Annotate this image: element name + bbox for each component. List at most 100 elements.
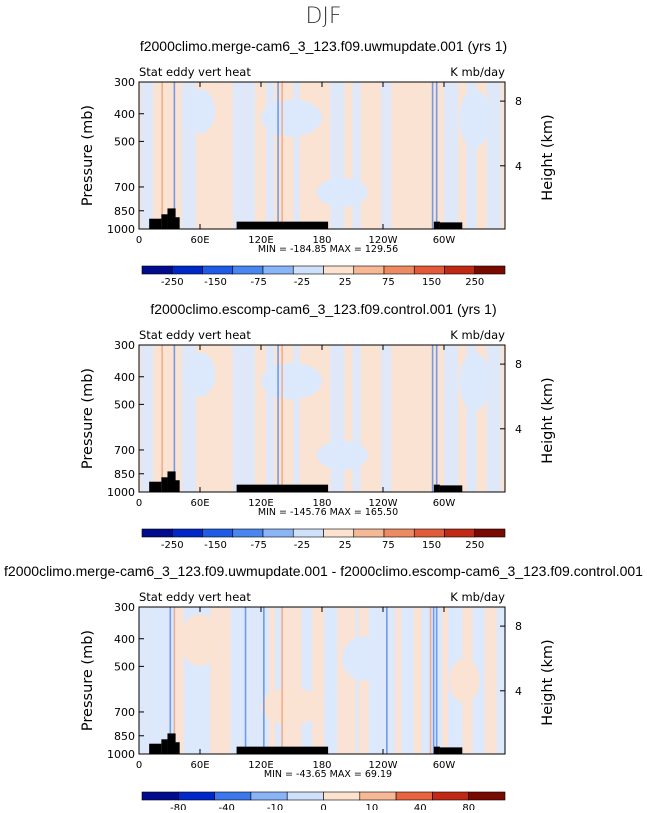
field-layer [139,82,505,229]
field-strong-feature [431,82,434,229]
x-tick-label: 60W [433,235,456,246]
colorbar-swatch [323,528,355,538]
colorbar-label: -150 [204,277,227,288]
colorbar-label: -250 [161,540,184,551]
field-strong-feature [263,607,265,754]
y-tick-label: 400 [114,108,135,121]
season-title: DJF [305,4,342,29]
min-max-stats: MIN = -43.65 MAX = 69.19 [264,769,392,780]
y2-tick-label: 8 [515,620,522,633]
topography-mask [439,747,463,754]
colorbar-label: -25 [294,540,310,551]
field-band [175,607,184,754]
colorbar-label: 80 [462,803,475,810]
y-tick-label: 300 [114,76,135,89]
field-strong-feature [435,607,438,754]
x-tick-label: 180 [312,235,331,246]
field-band [311,607,325,754]
field-strong-feature [161,82,163,229]
colorbar-label: -75 [251,277,267,288]
colorbar-swatch [444,528,476,538]
y-tick-label: 850 [114,730,135,743]
panel-3-plot: Stat eddy vert heat K mb/day 0 60E 120E 180 12… [80,590,556,810]
colorbar-label: 250 [465,277,484,288]
x-tick-label: 60E [190,760,209,771]
y2-tick-label: 4 [515,423,522,436]
colorbar-label: -75 [251,540,267,551]
topography-mask [433,746,440,754]
colorbar-swatch [292,265,324,275]
field-band [232,345,255,492]
x-tick-label: 0 [136,235,142,246]
y2-tick-label: 8 [515,358,522,371]
field-patch [449,658,480,703]
x-tick-label: 60E [190,235,209,246]
x-tick-label: 120W [369,235,398,246]
panel-2-plot: Stat eddy vert heat K mb/day 0 60E 120E 180 12… [80,328,556,551]
topography-mask [236,746,329,754]
field-strong-feature [431,345,434,492]
field-band [141,82,154,229]
colorbar-swatch [178,791,215,801]
field-band [441,607,449,754]
topography-mask [173,742,180,754]
field-band [269,607,276,754]
colorbar-swatch [232,528,264,538]
colorbar-swatch [474,528,506,538]
colorbar-label: 25 [339,277,352,288]
field-patch [459,352,490,412]
field-strong-feature [173,82,176,229]
colorbar-label: -25 [294,277,310,288]
field-strong-feature [281,345,283,492]
field-patch [261,99,322,137]
field-patch [316,177,368,207]
field-strong-feature [277,345,279,492]
x-tick-label: 180 [312,760,331,771]
colorbar-swatch [262,265,294,275]
y-tick-label: 850 [114,468,135,481]
colorbar-swatch [202,528,234,538]
field-band [358,607,369,754]
colorbar-swatch [171,265,203,275]
field-strong-feature [173,345,176,492]
topography-mask [149,743,162,754]
variable-label: Stat eddy vert heat [139,65,251,79]
y2-axis-title: Height (km) [540,639,556,725]
topography-mask [173,217,180,229]
colorbar-swatch [214,791,252,801]
colorbar-swatch [474,265,506,275]
y-tick-label: 700 [114,706,135,719]
y-tick-label: 1000 [107,748,135,761]
colorbar-label: -250 [161,277,184,288]
x-tick-label: 120E [248,498,273,509]
colorbar-swatch [383,528,415,538]
field-strong-feature [169,607,172,754]
x-tick-label: 60W [433,760,456,771]
topography-mask [433,484,440,492]
x-tick-label: 0 [136,498,142,509]
units-label: K mb/day [450,65,505,79]
field-band [466,345,477,492]
y-tick-label: 1000 [107,223,135,236]
topography-mask [149,218,162,229]
field-band [281,607,302,754]
topography-mask [236,221,329,229]
y2-axis-title: Height (km) [540,377,556,463]
y-tick-label: 300 [114,339,135,352]
field-band [266,82,275,229]
topography-mask [167,471,176,492]
field-band [352,345,361,492]
field-patch [459,89,490,149]
field-strong-feature [429,607,432,754]
y-axis-title: Pressure (mb) [80,630,96,731]
field-patch [316,440,368,470]
colorbar-label: 40 [414,803,427,810]
field-strong-feature [432,607,435,754]
x-tick-label: 120E [248,235,273,246]
field-band [444,345,459,492]
field-patch [261,687,322,725]
y-tick-label: 700 [114,444,135,457]
field-band [484,607,497,754]
colorbar-label: 150 [422,277,441,288]
colorbar-swatch [468,791,506,801]
